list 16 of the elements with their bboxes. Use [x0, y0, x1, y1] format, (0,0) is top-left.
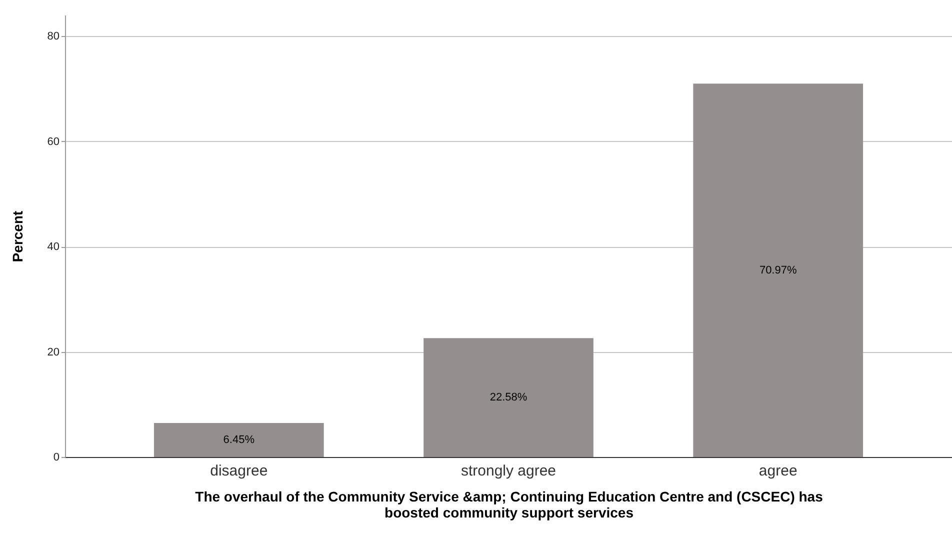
- bar: [424, 338, 594, 457]
- bar: [154, 423, 324, 457]
- x-tick-label: agree: [758, 462, 798, 480]
- bar: [693, 84, 864, 457]
- data-label: 6.45%: [223, 434, 255, 446]
- data-label: 70.97%: [759, 264, 797, 276]
- y-axis-title: Percent: [9, 210, 26, 262]
- x-tick-label: strongly agree: [460, 462, 556, 480]
- y-tick-label: 60: [47, 136, 60, 148]
- y-tick-label: 20: [47, 346, 60, 358]
- x-tick-label: disagree: [210, 462, 268, 480]
- y-tick-label: 0: [53, 452, 60, 464]
- y-tick-label: 40: [47, 241, 60, 254]
- y-tick-label: 80: [47, 30, 60, 43]
- data-label: 22.58%: [490, 392, 528, 404]
- x-axis-title: The overhaul of the Community Service &amp; Continuing Education Centre and (CSCEC) has boosted community support services: [195, 488, 824, 520]
